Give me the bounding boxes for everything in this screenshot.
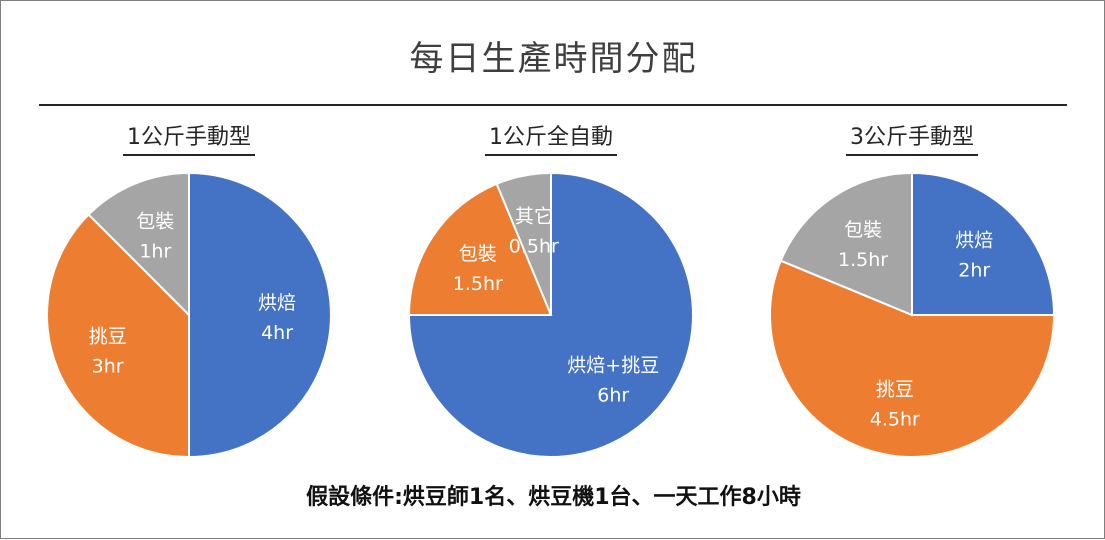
slice-value-label: 1.5hr [453, 273, 503, 295]
slice-category-label: 挑豆 [89, 326, 127, 348]
pie-slice [495, 171, 552, 316]
title-divider [39, 104, 1067, 106]
chart-title-3kg-manual: 3公斤手動型 [846, 122, 978, 156]
pie-slice [87, 171, 190, 318]
slice-value-label: 0.5hr [509, 236, 559, 258]
pie-1kg-manual: 烘焙 4hr 挑豆 3hr 包裝 1hr [46, 171, 332, 459]
slice-category-label: 其它 [515, 206, 553, 228]
slice-category-label: 包裝 [459, 243, 497, 265]
pie-slice [769, 259, 1056, 458]
assumption-note: 假設條件:烘豆師1名、烘豆機1台、一天工作8小時 [306, 485, 801, 510]
pie-slice [46, 213, 190, 459]
pie-slice [407, 171, 694, 458]
slice-value-label: 1.5hr [838, 249, 888, 271]
chart-title-1kg-manual: 1公斤手動型 [123, 122, 255, 156]
slice-category-label: 挑豆 [876, 378, 914, 400]
slice-value-label: 6hr [597, 384, 629, 406]
slice-value-label: 4.5hr [870, 408, 920, 430]
chart-title-1kg-auto: 1公斤全自動 [485, 122, 617, 156]
pie-slice [407, 182, 553, 316]
slice-category-label: 包裝 [136, 211, 174, 233]
pie-slice [779, 171, 913, 317]
slice-value-label: 4hr [261, 322, 293, 344]
pie-3kg-manual: 烘焙 2hr 挑豆 4.5hr 包裝 1.5hr [769, 171, 1056, 458]
slice-value-label: 3hr [92, 356, 124, 378]
slice-category-label: 包裝 [844, 219, 882, 241]
slice-category-label: 烘焙 [955, 230, 993, 252]
pie-1kg-auto: 烘焙+挑豆 6hr 包裝 1.5hr 其它 0.5hr [407, 171, 694, 458]
slice-category-label: 烘焙+挑豆 [567, 354, 659, 376]
slice-value-label: 1hr [139, 241, 171, 263]
pie-slice [188, 171, 332, 459]
slice-category-label: 烘焙 [258, 292, 296, 314]
pie-slice [911, 171, 1056, 316]
page-title: 每日生產時間分配 [409, 39, 698, 79]
slice-value-label: 2hr [958, 260, 990, 282]
